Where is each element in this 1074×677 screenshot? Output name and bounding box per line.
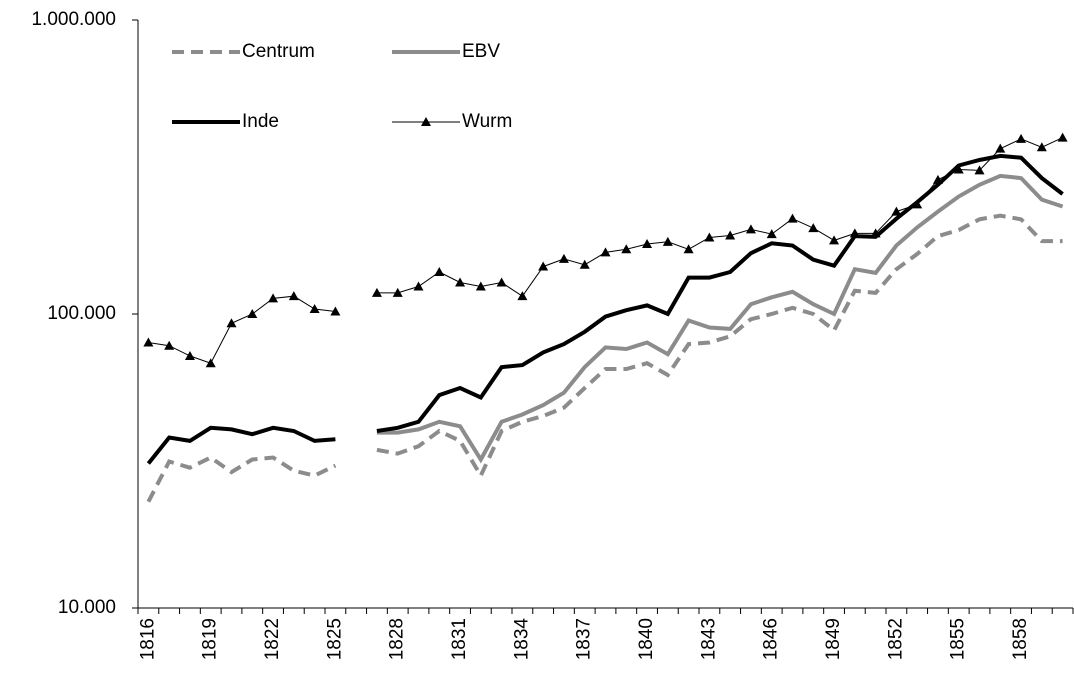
marker [205, 358, 216, 368]
marker [745, 224, 756, 234]
y-tick-label: 1.000.000 [31, 9, 116, 30]
marker [143, 337, 154, 347]
marker [184, 350, 195, 360]
x-tick-label: 1840 [636, 618, 657, 660]
x-tick-label: 1858 [1010, 618, 1031, 660]
x-tick-label: 1825 [324, 618, 345, 660]
marker [600, 247, 611, 257]
marker [849, 228, 860, 238]
marker [247, 309, 258, 318]
marker [371, 287, 382, 297]
series-line [146, 153, 1064, 465]
legend-label: Centrum [242, 41, 315, 62]
x-tick-label: 1849 [823, 618, 844, 660]
marker [953, 164, 964, 174]
marker [288, 291, 299, 301]
marker [475, 281, 486, 291]
x-tick-label: 1816 [137, 618, 158, 660]
marker [787, 213, 798, 223]
marker [434, 266, 445, 276]
x-tick-label: 1828 [387, 618, 408, 660]
x-tick-label: 1831 [449, 618, 470, 660]
marker [558, 253, 569, 263]
marker [870, 228, 881, 238]
marker [683, 244, 694, 254]
marker [226, 318, 237, 328]
x-tick-label: 1855 [948, 618, 969, 660]
legend-label: Inde [242, 111, 279, 132]
marker [808, 223, 819, 233]
x-tick-label: 1837 [574, 618, 595, 660]
marker [995, 143, 1006, 153]
marker [974, 165, 985, 175]
marker [662, 236, 673, 246]
x-tick-label: 1819 [200, 618, 221, 660]
marker [829, 235, 840, 245]
marker [1036, 142, 1047, 152]
legend-label: EBV [462, 41, 500, 62]
x-tick-label: 1834 [511, 618, 532, 661]
marker [164, 340, 175, 350]
marker [1016, 133, 1027, 143]
marker [579, 259, 590, 269]
series-line [146, 213, 1063, 503]
series-line [376, 173, 1064, 464]
marker [455, 277, 466, 287]
x-tick-label: 1822 [262, 618, 283, 660]
y-tick-label: 10.000 [58, 597, 116, 618]
marker [517, 291, 528, 301]
marker [891, 206, 902, 216]
marker [309, 303, 320, 313]
marker [912, 199, 923, 209]
marker [725, 230, 736, 240]
marker [392, 287, 403, 297]
marker [1057, 132, 1068, 142]
marker [538, 261, 549, 271]
series-line [148, 137, 1063, 364]
x-tick-label: 1846 [761, 618, 782, 660]
marker [413, 281, 424, 291]
marker [621, 244, 632, 254]
marker [642, 239, 653, 249]
legend-marker [421, 117, 431, 126]
marker [766, 229, 777, 239]
x-tick-label: 1843 [698, 618, 719, 660]
marker [932, 174, 943, 184]
marker [330, 306, 341, 316]
marker [268, 293, 279, 303]
x-tick-label: 1852 [885, 618, 906, 660]
y-tick-label: 100.000 [47, 303, 116, 324]
marker [496, 277, 507, 287]
marker [704, 232, 715, 242]
legend-label: Wurm [462, 111, 512, 132]
